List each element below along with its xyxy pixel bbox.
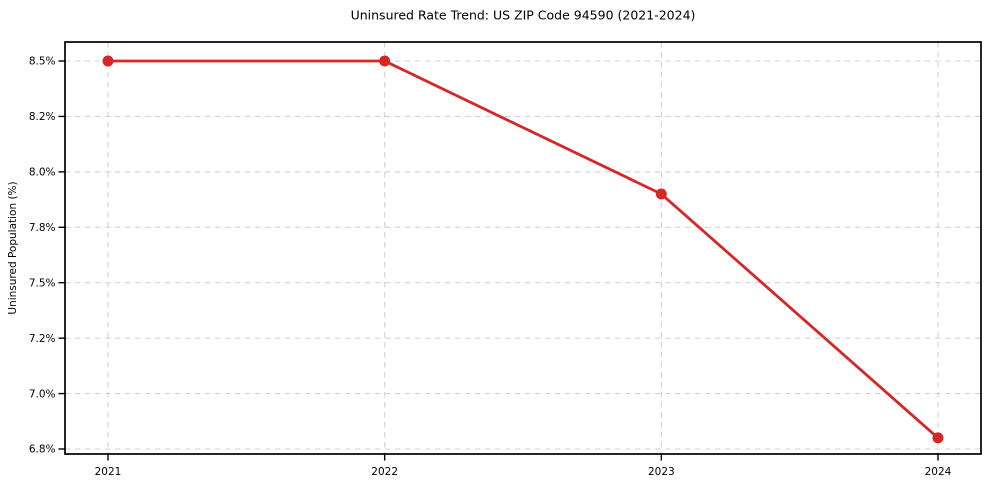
x-tick-label: 2022 (371, 466, 398, 478)
data-series-layer (102, 55, 944, 444)
tick-labels-layer: 8.5% 8.2% 8.0% 7.8% 7.5% 7.2% 7.0% 6.8% 2021 2022… (29, 56, 952, 478)
data-point-marker (102, 55, 114, 67)
x-tick-label: 2023 (648, 466, 675, 478)
x-tick-label: 2021 (95, 466, 122, 478)
y-tick-label: 7.0% (29, 388, 56, 400)
y-tick-label: 8.5% (29, 56, 56, 68)
axes-frame-layer (58, 41, 982, 461)
y-tick-label: 7.5% (29, 277, 56, 289)
y-tick-label: 6.8% (29, 444, 56, 456)
gridlines-layer (65, 42, 981, 454)
trend-line (106, 59, 940, 440)
data-point-marker (655, 188, 667, 200)
data-point-marker (379, 55, 391, 67)
plot-border (64, 41, 982, 455)
x-tick-label: 2024 (925, 466, 952, 478)
data-point-marker (932, 432, 944, 444)
y-tick-label: 7.8% (29, 222, 56, 234)
y-tick-label: 8.0% (29, 167, 56, 179)
chart-title: Uninsured Rate Trend: US ZIP Code 94590 … (351, 8, 696, 23)
y-tick-label: 7.2% (29, 333, 56, 345)
y-axis-label: Uninsured Population (%) (7, 181, 19, 314)
y-tick-label: 8.2% (29, 111, 56, 123)
